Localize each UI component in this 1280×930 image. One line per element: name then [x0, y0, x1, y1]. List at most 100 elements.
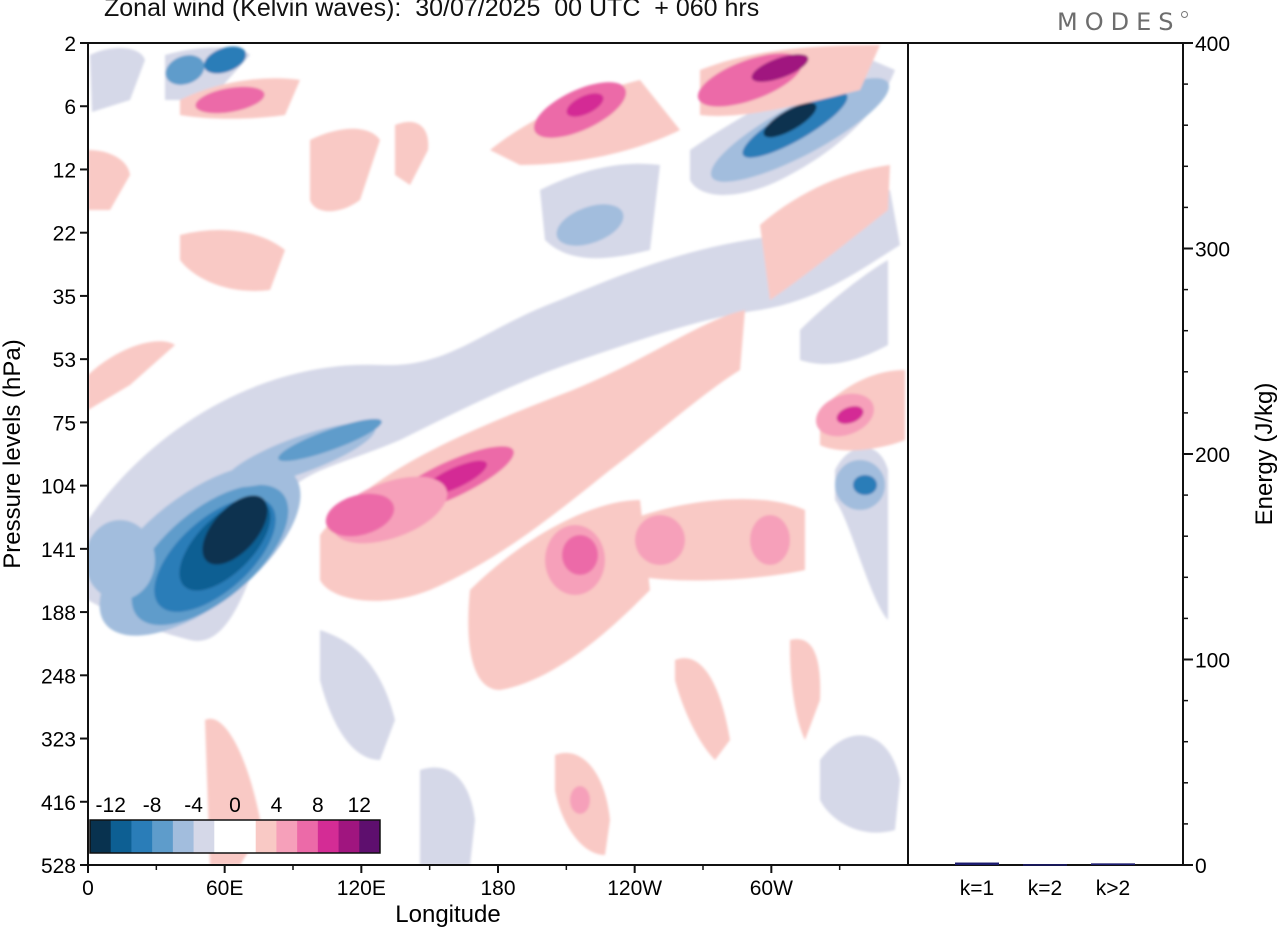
wind-field [88, 45, 905, 865]
colorbar-swatch [172, 820, 195, 853]
neg-patch-east [800, 260, 888, 365]
chart-title: Zonal wind (Kelvin waves): 30/07/2025 00… [104, 0, 760, 22]
colorbar-swatch [276, 820, 298, 853]
colorbar-swatch [317, 820, 340, 853]
pos-upper-core-2 [566, 93, 604, 117]
modes-logo: MODES [1057, 8, 1181, 36]
x-tick-label: 180 [480, 877, 515, 900]
colorbar-label: -8 [143, 794, 162, 817]
y-tick-label: 35 [53, 286, 76, 309]
colorbar-swatch [359, 820, 381, 853]
y-tick-label: 104 [41, 476, 76, 499]
x-tick-label: 60W [750, 877, 793, 900]
pos-upper-east [760, 165, 890, 300]
x-tick-label: 120E [337, 877, 386, 900]
energy-tick-label: 200 [1195, 444, 1230, 467]
y-tick-label: 416 [41, 792, 76, 815]
colorbar-swatch [235, 820, 257, 853]
energy-tick-label: 400 [1195, 33, 1230, 56]
x-axis-label: Longitude [395, 901, 500, 928]
colorbar-label: -12 [96, 794, 126, 817]
energy-category-label: k=1 [960, 877, 994, 900]
colorbar-label: 0 [229, 794, 241, 817]
pos-top-left [88, 150, 130, 210]
pos-west-mid [88, 341, 175, 410]
energy-frame [907, 42, 1184, 866]
pos-east-core-2 [836, 406, 864, 424]
colorbar-swatch [297, 820, 319, 853]
energy-tick-label: 0 [1195, 855, 1207, 878]
energy-bar-k=1 [955, 862, 999, 865]
energy-category-label: k>2 [1096, 877, 1130, 900]
neg-streak-3 [763, 102, 817, 138]
pos-bottom-core [570, 786, 590, 814]
colorbar-label: -4 [184, 794, 203, 817]
colorbar-swatch [255, 820, 277, 853]
energy-bar-k>2 [1091, 863, 1135, 865]
y-tick-label: 75 [53, 412, 76, 435]
energy-category-label: k=2 [1028, 877, 1062, 900]
y-tick-label: 22 [53, 223, 76, 246]
logo-registered-mark [1181, 11, 1188, 18]
energy-axis-label: Energy (J/kg) [1251, 383, 1278, 526]
pos-core-7 [635, 515, 685, 565]
neg-arm-2 [278, 418, 382, 462]
neg-east-core-2 [853, 475, 877, 495]
neg-west-1 [88, 520, 155, 600]
neg-band-mid-level [88, 190, 900, 641]
energy-bars: k=1 k=2 k>2 [955, 862, 1135, 900]
colorbar-swatch [152, 820, 174, 853]
colorbar-border [89, 819, 381, 854]
colorbar-swatch [90, 820, 112, 853]
pos-core-8 [750, 515, 790, 565]
colorbar-swatch [214, 820, 236, 853]
x-tick-label: 0 [82, 877, 94, 900]
pos-core-4 [325, 493, 395, 537]
neg-patch-lower [320, 630, 395, 760]
y-tick-label: 141 [41, 539, 76, 562]
energy-tick-label: 100 [1195, 650, 1230, 673]
pos-upper-core-5 [195, 86, 265, 114]
x-tick-label: 60E [206, 877, 243, 900]
colorbar: -12 -8 -4 0 4 8 12 [89, 794, 381, 854]
neg-top-2 [203, 46, 247, 74]
y-tick-label: 528 [41, 855, 76, 878]
pos-core-6 [562, 535, 598, 575]
colorbar-swatch [131, 820, 153, 853]
pos-bottom-2 [675, 658, 730, 760]
pos-band-main [320, 310, 745, 601]
y-tick-label: 2 [64, 33, 76, 56]
y-tick-label: 53 [53, 349, 76, 372]
colorbar-swatch [110, 820, 132, 853]
pos-upper-mid-2 [395, 121, 429, 185]
colorbar-label: 12 [348, 794, 371, 817]
y-tick-label: 323 [41, 729, 76, 752]
colorbar-swatch [338, 820, 360, 853]
neg-top-1 [165, 55, 205, 85]
contour-shapes [88, 45, 905, 865]
y-tick-label: 248 [41, 665, 76, 688]
energy-bar-k=2 [1023, 864, 1067, 866]
colorbar-label: 4 [271, 794, 283, 817]
y-tick-label: 12 [53, 159, 76, 182]
neg-patch-top-left [90, 48, 145, 112]
neg-patch-bottom-mid [420, 767, 475, 865]
y-tick-label: 188 [41, 602, 76, 625]
neg-patch-bottom-east [820, 735, 900, 833]
colorbar-swatch [193, 820, 215, 853]
pos-upper-mid [310, 128, 380, 212]
neg-mid-1 [556, 204, 624, 246]
pos-west-upper [180, 230, 285, 291]
pos-bottom-3 [790, 639, 821, 740]
colorbar-label: 8 [312, 794, 324, 817]
energy-tick-label: 300 [1195, 239, 1230, 262]
x-tick-label: 120W [607, 877, 662, 900]
y-axis-label: Pressure levels (hPa) [0, 339, 26, 568]
pos-patch-1 [468, 500, 650, 690]
neg-core-6 [217, 500, 263, 550]
y-tick-label: 6 [64, 96, 76, 119]
pos-upper-core-4 [751, 54, 809, 82]
